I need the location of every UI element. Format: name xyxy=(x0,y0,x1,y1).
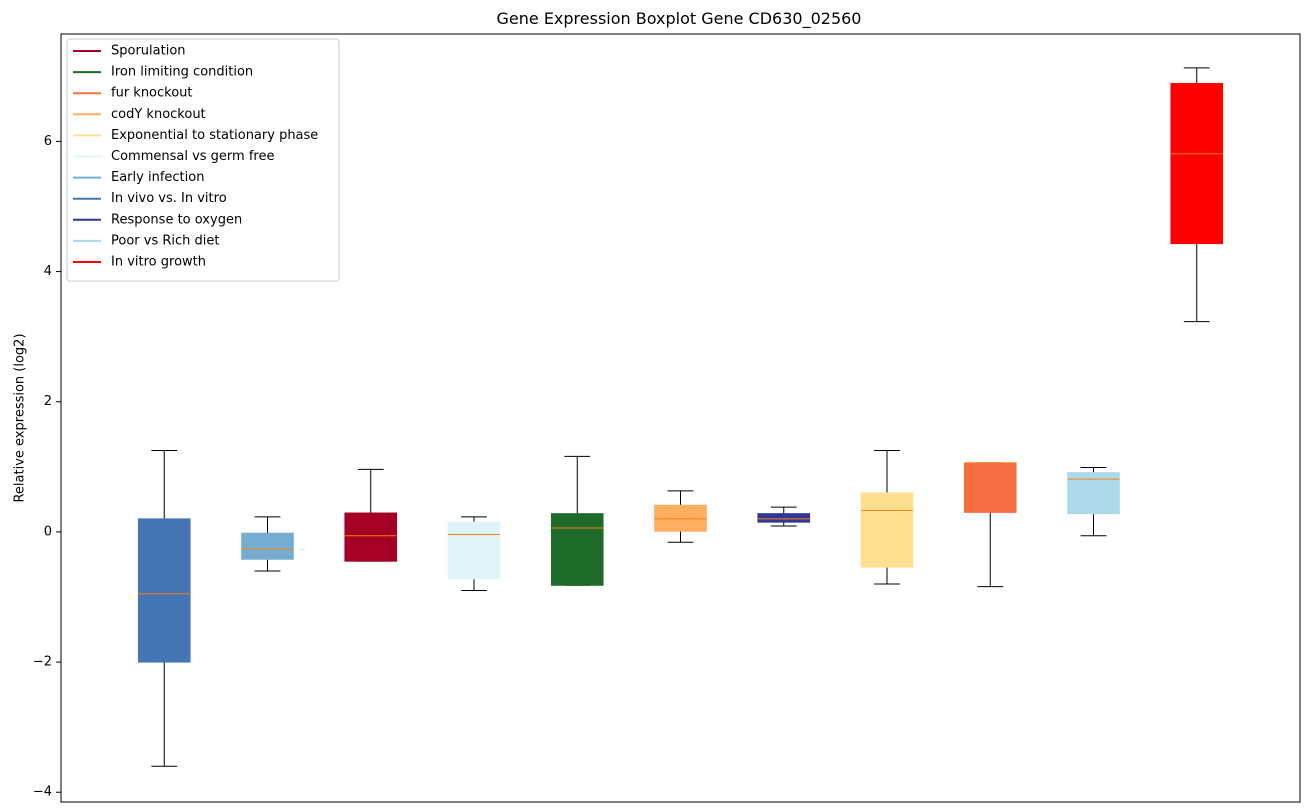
box xyxy=(241,532,294,560)
box xyxy=(550,513,604,586)
box-group-10 xyxy=(1067,466,1120,537)
legend-label: Sporulation xyxy=(111,44,186,59)
legend-box xyxy=(66,38,340,282)
y-axis-label: Relative expression (log2) xyxy=(13,333,28,502)
legend-label: Iron limiting condition xyxy=(111,65,253,80)
box xyxy=(860,492,914,568)
box-group-8 xyxy=(860,450,914,585)
box-group-5 xyxy=(550,455,604,586)
legend-label: In vivo vs. In vitro xyxy=(111,191,227,206)
box xyxy=(1170,82,1224,245)
y-tick-label: 4 xyxy=(44,264,52,279)
box xyxy=(963,462,1017,513)
box-group-11 xyxy=(1170,67,1224,323)
box-group-4 xyxy=(447,516,501,591)
box-group-6 xyxy=(654,490,707,543)
axes-frame xyxy=(60,33,1301,803)
legend: Sporulation Iron limiting condition fur kn… xyxy=(66,38,340,282)
box-group-3 xyxy=(344,468,398,562)
y-tick-label: 0 xyxy=(44,524,52,539)
box xyxy=(654,504,707,532)
chart-title: Gene Expression Boxplot Gene CD630_02560 xyxy=(497,9,862,29)
legend-label: In vitro growth xyxy=(111,255,206,270)
box xyxy=(757,513,811,523)
box-group-1 xyxy=(137,450,191,767)
box-group-7 xyxy=(757,506,811,527)
box xyxy=(344,512,398,562)
y-tick-label: −4 xyxy=(33,785,52,800)
box-group-2 xyxy=(241,516,294,572)
legend-label: Early infection xyxy=(111,170,204,185)
y-tick-label: 2 xyxy=(44,394,52,409)
box xyxy=(447,521,501,580)
legend-label: Exponential to stationary phase xyxy=(111,128,318,143)
legend-label: Response to oxygen xyxy=(111,212,242,227)
legend-label: Poor vs Rich diet xyxy=(111,233,219,248)
legend-label: Commensal vs germ free xyxy=(111,149,274,164)
y-tick-label: 6 xyxy=(44,134,52,149)
plot-area: −4 −2 0 2 4 6 xyxy=(33,33,1301,803)
legend-label: fur knockout xyxy=(111,86,193,101)
box xyxy=(137,518,191,663)
box-group-9 xyxy=(963,462,1017,588)
y-tick-label: −2 xyxy=(33,655,52,670)
legend-label: codY knockout xyxy=(111,107,206,122)
